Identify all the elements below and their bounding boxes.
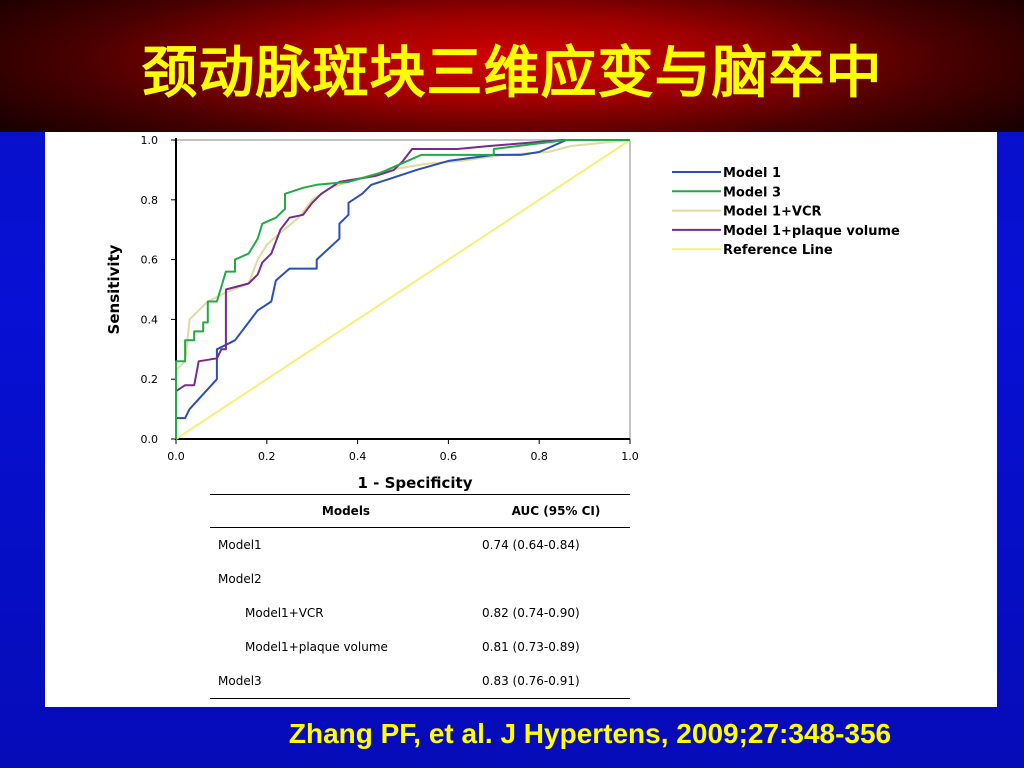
x-tick-label: 0.6 (440, 450, 458, 463)
model-name: Model1 (218, 538, 262, 552)
x-tick-label: 0.4 (349, 450, 367, 463)
x-axis-title: 1 - Specificity (358, 474, 473, 492)
series-line-model-1 (175, 139, 630, 439)
x-tick-label: 1.0 (621, 450, 639, 463)
model-name: Model1+plaque volume (245, 640, 388, 654)
legend-label: Model 3 (723, 185, 781, 200)
auc-value: 0.81 (0.73-0.89) (482, 640, 580, 654)
y-axis-title: Sensitivity (105, 244, 123, 334)
table-row: Model1+plaque volume 0.81 (0.73-0.89) (210, 630, 630, 664)
table-row: Model1+VCR 0.82 (0.74-0.90) (210, 596, 630, 630)
x-tick-label: 0.0 (167, 450, 185, 463)
y-tick-label: 0.8 (141, 194, 159, 207)
figure-panel: 0.0 0.2 0.4 0.6 0.8 1.0 0.0 0.2 0.4 0.6 0.8 1.0 1 - … (45, 132, 997, 707)
auc-table: Models AUC (95% CI) Model1 0.74 (0.64-0.… (210, 494, 630, 699)
roc-chart: 0.0 0.2 0.4 0.6 0.8 1.0 0.0 0.2 0.4 0.6 0.8 1.0 1 - … (105, 134, 900, 492)
model-name: Model2 (218, 572, 262, 586)
auc-table-header-row: Models AUC (95% CI) (210, 494, 630, 528)
legend-label: Reference Line (723, 243, 833, 258)
slide-title: 颈动脉斑块三维应变与脑卒中 (141, 41, 883, 106)
auc-value (482, 562, 630, 596)
legend-label: Model 1 (723, 166, 781, 181)
table-row: Model3 0.83 (0.76-0.91) (210, 664, 630, 699)
y-tick-label: 0.4 (141, 313, 159, 326)
title-bar: 颈动脉斑块三维应变与脑卒中 (0, 0, 1024, 132)
y-tick-label: 0.0 (141, 433, 159, 446)
series-line-model-1-plaque-volume (175, 139, 630, 439)
auc-value: 0.83 (0.76-0.91) (482, 664, 630, 699)
series-line-model-1-vcr (175, 139, 631, 439)
x-tick-label: 0.2 (258, 450, 276, 463)
table-row: Model2 (210, 562, 630, 596)
legend-label: Model 1+VCR (723, 205, 822, 220)
series-line-model-3 (175, 139, 630, 439)
auc-header-auc: AUC (95% CI) (482, 494, 630, 528)
table-row: Model1 0.74 (0.64-0.84) (210, 528, 630, 563)
y-tick-label: 0.6 (141, 254, 159, 267)
series-line-reference-line (175, 139, 631, 440)
citation: Zhang PF, et al. J Hypertens, 2009;27:34… (288, 718, 892, 749)
auc-header-models: Models (210, 494, 482, 528)
auc-value: 0.74 (0.64-0.84) (482, 538, 580, 552)
auc-value: 0.82 (0.74-0.90) (482, 606, 580, 620)
y-tick-label: 0.2 (141, 373, 159, 386)
model-name: Model3 (210, 664, 482, 699)
x-tick-label: 0.8 (530, 450, 548, 463)
model-name: Model1+VCR (245, 606, 324, 620)
legend-label: Model 1+plaque volume (723, 224, 900, 239)
y-tick-label: 1.0 (141, 134, 159, 147)
